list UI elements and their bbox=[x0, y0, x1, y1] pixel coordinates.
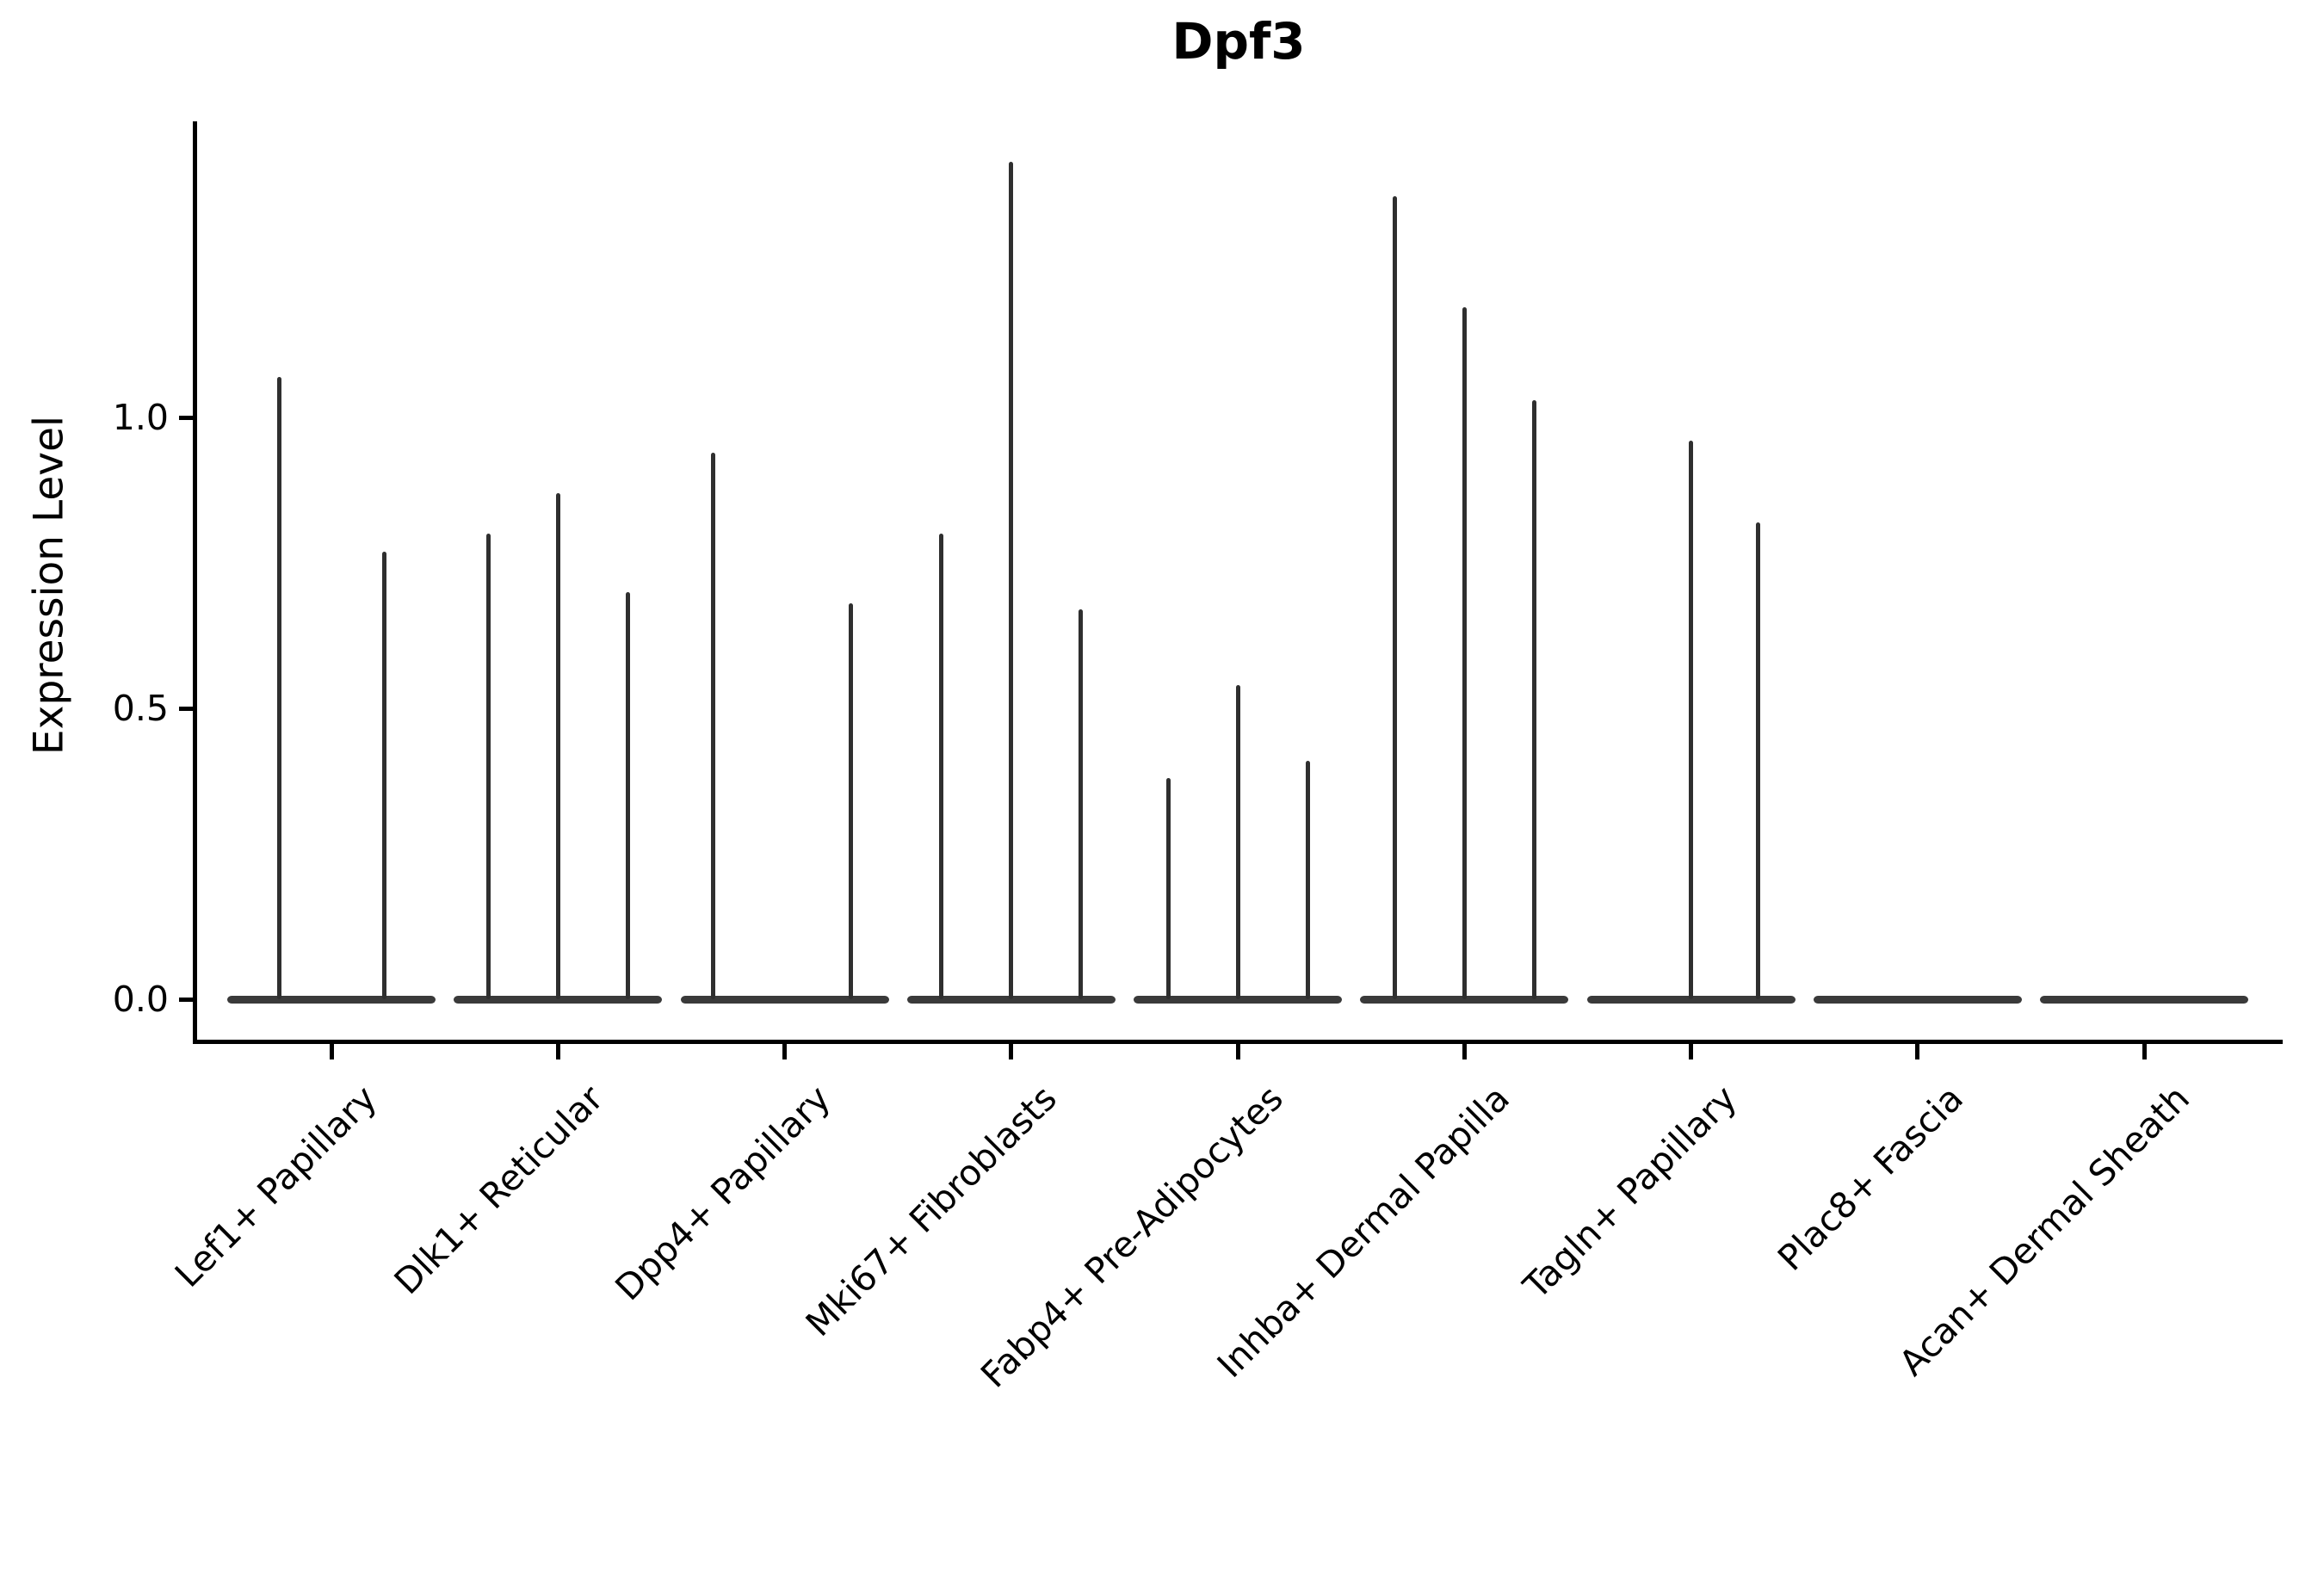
x-tick-mark bbox=[1915, 1044, 1920, 1059]
violin-body bbox=[2040, 995, 2248, 1004]
x-tick-label: Acan+ Dermal Sheath bbox=[1891, 1078, 2197, 1384]
violin-spike bbox=[1305, 760, 1310, 999]
violin-body bbox=[454, 995, 663, 1004]
y-tick-label: 0.0 bbox=[112, 979, 169, 1020]
violin-spike bbox=[555, 492, 560, 999]
violin-spike bbox=[711, 452, 715, 999]
violin-spike bbox=[1689, 441, 1693, 999]
violin-spike bbox=[939, 534, 944, 999]
x-tick-mark bbox=[1689, 1044, 1693, 1059]
y-tick-label: 0.5 bbox=[112, 688, 169, 729]
x-tick-mark bbox=[2142, 1044, 2147, 1059]
violin-spike bbox=[485, 534, 491, 999]
violin-spike bbox=[1009, 161, 1014, 999]
plot-title: Dpf3 bbox=[1171, 12, 1306, 71]
x-tick-label: Dlk1+ Reticular bbox=[386, 1078, 612, 1303]
violin-body bbox=[1134, 995, 1342, 1004]
y-tick-label: 1.0 bbox=[112, 397, 169, 438]
y-tick-mark bbox=[179, 706, 193, 711]
x-tick-label: Inhba+ Dermal Papilla bbox=[1209, 1078, 1518, 1387]
x-tick-label: Tagln+ Papillary bbox=[1515, 1078, 1745, 1307]
y-tick-mark bbox=[179, 997, 193, 1002]
x-tick-label: Dpp4+ Papillary bbox=[607, 1078, 838, 1309]
x-tick-mark bbox=[782, 1044, 787, 1059]
x-tick-mark bbox=[555, 1044, 560, 1059]
violin-body bbox=[1586, 995, 1796, 1004]
x-tick-label: Plac8+ Fascia bbox=[1769, 1078, 1971, 1279]
violin-body bbox=[227, 995, 436, 1004]
violin-spike bbox=[1756, 522, 1760, 999]
violin-body bbox=[1360, 995, 1569, 1004]
violin-spike bbox=[1079, 609, 1084, 999]
y-tick-mark bbox=[179, 415, 193, 420]
x-tick-label: Fabp4+ Pre-Adipocytes bbox=[973, 1078, 1291, 1396]
violin-spike bbox=[625, 591, 630, 999]
x-tick-mark bbox=[1235, 1044, 1240, 1059]
violin-spike bbox=[1531, 399, 1536, 999]
x-tick-mark bbox=[329, 1044, 334, 1059]
violin-body bbox=[906, 995, 1116, 1004]
x-tick-mark bbox=[1009, 1044, 1014, 1059]
y-axis-spine bbox=[193, 121, 197, 1044]
violin-spike bbox=[381, 551, 386, 999]
violin-spike bbox=[276, 376, 281, 999]
violin-spike bbox=[849, 603, 853, 999]
violin-body bbox=[680, 995, 889, 1004]
violin-spike bbox=[1165, 778, 1171, 999]
x-tick-mark bbox=[1462, 1044, 1467, 1059]
violin-body bbox=[1813, 995, 2022, 1004]
x-tick-label: Mki67+ Fibroblasts bbox=[797, 1078, 1065, 1345]
violin-spike bbox=[1392, 196, 1397, 999]
violin-spike bbox=[1235, 685, 1240, 999]
violin-spike bbox=[1462, 306, 1467, 999]
x-axis-spine bbox=[193, 1040, 2283, 1044]
